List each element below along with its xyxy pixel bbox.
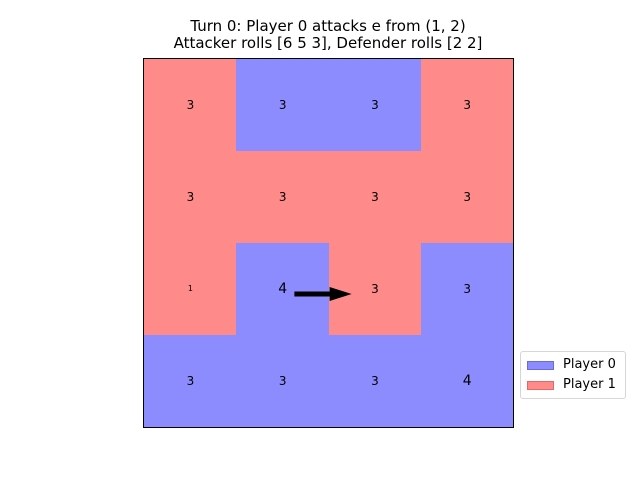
territory-cell-2-1[interactable]: 4 xyxy=(236,243,330,336)
territory-cell-1-2[interactable]: 3 xyxy=(328,151,422,244)
legend: Player 0 Player 1 xyxy=(520,351,626,399)
troop-count: 3 xyxy=(463,282,471,297)
territory-cell-3-2[interactable]: 3 xyxy=(328,335,422,427)
troop-count: 4 xyxy=(462,373,472,390)
troop-count: 3 xyxy=(278,374,287,389)
title-line-1: Turn 0: Player 0 attacks e from (1, 2) xyxy=(190,17,466,35)
troop-count: 3 xyxy=(278,98,287,113)
legend-swatch-player-0 xyxy=(527,360,554,370)
territory-cell-2-3[interactable]: 3 xyxy=(420,243,513,336)
troop-count: 3 xyxy=(371,374,379,389)
territory-cell-0-0[interactable]: 3 xyxy=(144,59,237,152)
territory-cell-3-1[interactable]: 3 xyxy=(236,335,330,427)
territory-cell-2-0[interactable]: 1 xyxy=(144,243,237,336)
legend-label-player-0: Player 0 xyxy=(563,357,616,372)
territory-cell-0-1[interactable]: 3 xyxy=(236,59,330,152)
legend-item-player-1: Player 1 xyxy=(527,377,616,393)
troop-count: 3 xyxy=(371,282,379,297)
troop-count: 3 xyxy=(463,190,471,205)
title-line-2: Attacker rolls [6 5 3], Defender rolls [… xyxy=(173,34,483,52)
territory-cell-3-0[interactable]: 3 xyxy=(144,335,237,427)
troop-count: 1 xyxy=(187,284,193,294)
legend-swatch-player-1 xyxy=(527,380,554,390)
territory-cell-1-1[interactable]: 3 xyxy=(236,151,330,244)
troop-count: 3 xyxy=(186,98,195,113)
troop-count: 3 xyxy=(371,190,379,205)
legend-item-player-0: Player 0 xyxy=(527,357,616,373)
territory-cell-1-0[interactable]: 3 xyxy=(144,151,237,244)
troop-count: 3 xyxy=(371,98,379,113)
troop-count: 3 xyxy=(186,374,195,389)
territory-cell-0-2[interactable]: 3 xyxy=(328,59,422,152)
legend-label-player-1: Player 1 xyxy=(563,377,616,392)
troop-count: 3 xyxy=(186,190,195,205)
game-board: 3 3 3 3 3 3 3 3 1 4 3 3 3 3 3 4 xyxy=(143,58,514,428)
troop-count: 3 xyxy=(278,190,287,205)
territory-cell-2-2[interactable]: 3 xyxy=(328,243,422,336)
territory-cell-1-3[interactable]: 3 xyxy=(420,151,513,244)
territory-cell-0-3[interactable]: 3 xyxy=(420,59,513,152)
territory-cell-3-3[interactable]: 4 xyxy=(420,335,513,427)
troop-count: 4 xyxy=(278,281,288,298)
troop-count: 3 xyxy=(463,98,471,113)
